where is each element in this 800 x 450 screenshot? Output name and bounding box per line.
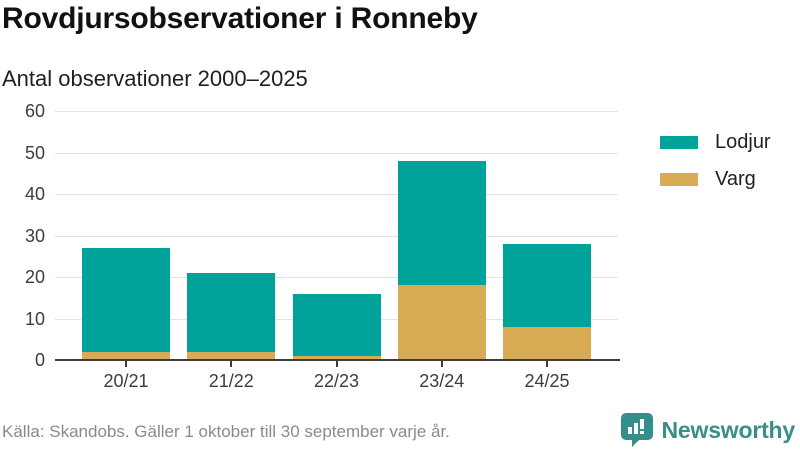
x-axis-tick bbox=[125, 361, 127, 367]
gridline-20 bbox=[55, 277, 618, 278]
bar-segment-lodjur-21-22 bbox=[187, 272, 276, 352]
bar-segment-varg-24-25 bbox=[503, 326, 591, 360]
bars bbox=[55, 111, 618, 360]
bar-24-25 bbox=[503, 243, 591, 360]
plot-area bbox=[55, 111, 618, 360]
bar-segment-lodjur-20-21 bbox=[82, 247, 170, 352]
legend-swatch-lodjur bbox=[660, 136, 698, 149]
bar-segment-varg-23-24 bbox=[397, 285, 486, 360]
x-tick-label-24-25: 24/25 bbox=[524, 371, 570, 391]
x-cell-24-25: 24/25 bbox=[503, 361, 591, 392]
gridline-40 bbox=[55, 194, 618, 195]
y-axis-labels: 0 10 20 30 40 50 60 bbox=[0, 102, 45, 369]
bar-segment-lodjur-24-25 bbox=[503, 243, 591, 327]
x-tick-label-20-21: 20/21 bbox=[103, 371, 149, 391]
x-axis-labels: 20/21 21/22 22/23 23/24 24/25 bbox=[55, 361, 618, 392]
y-tick-label-20: 20 bbox=[24, 267, 45, 287]
x-axis-tick bbox=[230, 361, 233, 367]
x-cell-20-21: 20/21 bbox=[82, 361, 170, 392]
newsworthy-icon bbox=[620, 412, 654, 448]
x-tick-label-21-22: 21/22 bbox=[208, 371, 254, 391]
x-cell-22-23: 22/23 bbox=[293, 361, 381, 392]
x-cell-21-22: 21/22 bbox=[187, 361, 275, 392]
brand-logo: Newsworthy bbox=[620, 412, 795, 448]
bar-segment-lodjur-22-23 bbox=[292, 293, 381, 356]
legend-label-lodjur: Lodjur bbox=[715, 131, 771, 153]
y-tick-label-40: 40 bbox=[24, 184, 45, 204]
brand-name: Newsworthy bbox=[661, 416, 796, 443]
gridline-60 bbox=[55, 111, 618, 112]
chart-title: Rovdjursobservationer i Ronneby bbox=[2, 2, 478, 35]
bar-22-23 bbox=[292, 293, 381, 360]
bar-segment-lodjur-23-24 bbox=[397, 160, 486, 286]
bar-segment-varg-21-22 bbox=[187, 351, 276, 360]
gridline-30 bbox=[55, 235, 618, 237]
x-tick-label-22-23: 22/23 bbox=[313, 371, 360, 391]
legend-label-varg: Varg bbox=[715, 168, 756, 190]
x-cell-23-24: 23/24 bbox=[398, 361, 486, 392]
x-axis-tick bbox=[546, 361, 548, 367]
legend-item-varg: Varg bbox=[660, 168, 771, 191]
bar-segment-varg-20-21 bbox=[82, 351, 170, 360]
legend-swatch-varg bbox=[660, 173, 698, 186]
gridline-50 bbox=[55, 152, 618, 154]
legend: Lodjur Varg bbox=[660, 131, 771, 191]
y-tick-label-0: 0 bbox=[34, 350, 45, 370]
y-tick-label-60: 60 bbox=[24, 101, 45, 121]
x-axis-tick bbox=[440, 361, 443, 367]
y-tick-label-50: 50 bbox=[24, 142, 45, 163]
legend-item-lodjur: Lodjur bbox=[660, 131, 771, 154]
x-tick-label-23-24: 23/24 bbox=[419, 371, 465, 391]
x-axis-line bbox=[55, 359, 620, 361]
bar-segment-varg-22-23 bbox=[292, 355, 381, 360]
x-axis-tick bbox=[335, 361, 338, 367]
bar-21-22 bbox=[187, 272, 276, 360]
bar-23-24 bbox=[397, 160, 486, 360]
y-tick-label-30: 30 bbox=[24, 225, 45, 246]
bar-20-21 bbox=[82, 247, 170, 360]
source-note: Källa: Skandobs. Gäller 1 oktober till 3… bbox=[2, 422, 450, 441]
y-tick-label-10: 10 bbox=[24, 308, 45, 329]
chart-subtitle: Antal observationer 2000–2025 bbox=[2, 66, 308, 91]
